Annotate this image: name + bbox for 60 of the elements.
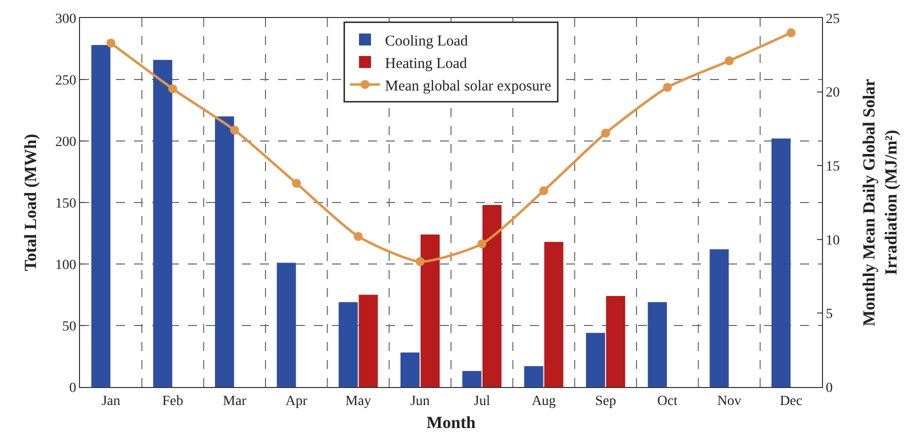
point xyxy=(292,178,301,188)
point xyxy=(724,56,734,66)
x-tick-label: Jan xyxy=(102,394,120,409)
bar xyxy=(544,242,564,387)
x-axis-title: Month xyxy=(426,413,476,432)
y2-tick-label: 20 xyxy=(826,86,840,101)
bar xyxy=(420,234,440,387)
x-tick-label: Nov xyxy=(717,394,742,409)
point xyxy=(662,82,672,92)
point xyxy=(477,239,486,248)
x-tick-label: May xyxy=(345,394,372,409)
point xyxy=(539,186,548,196)
bar xyxy=(586,332,606,387)
legend-label: Cooling Load xyxy=(385,33,468,50)
y-tick-label: 250 xyxy=(55,73,76,88)
bar xyxy=(524,366,544,387)
y-tick-label: 100 xyxy=(55,258,76,273)
x-tick-label: Oct xyxy=(657,394,678,409)
point xyxy=(601,128,610,138)
point xyxy=(354,232,363,241)
y-axis-title: Total Load (MWh) xyxy=(21,134,40,272)
point xyxy=(168,84,178,94)
x-tick-label: Dec xyxy=(780,394,802,409)
x-tick-label: Aug xyxy=(532,394,556,409)
bar xyxy=(606,296,626,387)
point xyxy=(416,257,425,266)
bar xyxy=(91,45,110,387)
bar xyxy=(358,294,378,387)
y-tick-label: 300 xyxy=(55,12,76,27)
y2-tick-label: 15 xyxy=(826,160,840,174)
x-tick-label: Apr xyxy=(286,394,308,409)
y2-tick-label: 25 xyxy=(826,12,840,27)
bar xyxy=(276,262,296,387)
legend-label: Heating Load xyxy=(385,56,468,72)
y2-tick-label: 0 xyxy=(826,380,833,396)
x-tick-label: Jul xyxy=(474,394,490,409)
x-tick-label: Mar xyxy=(222,394,247,409)
y2-axis-title: Monthly Mean Daily Global Solar Irradiation (MJ/m²) xyxy=(860,78,901,326)
y-tick-label: 200 xyxy=(55,134,76,150)
legend-label: Mean global solar exposure xyxy=(385,78,552,94)
bar xyxy=(771,138,791,387)
bar xyxy=(648,302,667,387)
bar xyxy=(462,371,482,387)
point xyxy=(230,126,240,135)
bar xyxy=(400,352,420,387)
point xyxy=(786,28,796,38)
x-tick-label: Sep xyxy=(595,394,616,409)
bar xyxy=(338,302,358,387)
x-tick-label: Jun xyxy=(410,394,430,409)
y-tick-label: 0 xyxy=(69,380,76,396)
bar xyxy=(214,116,234,387)
y2-tick-label: 10 xyxy=(826,233,840,248)
bar xyxy=(153,60,172,387)
y-tick-label: 50 xyxy=(62,319,76,334)
bar xyxy=(482,204,502,387)
bar xyxy=(710,249,729,387)
y-tick-label: 150 xyxy=(55,196,76,212)
point xyxy=(106,38,116,48)
y2-tick-label: 5 xyxy=(826,307,833,322)
x-tick-label: Feb xyxy=(162,394,184,409)
